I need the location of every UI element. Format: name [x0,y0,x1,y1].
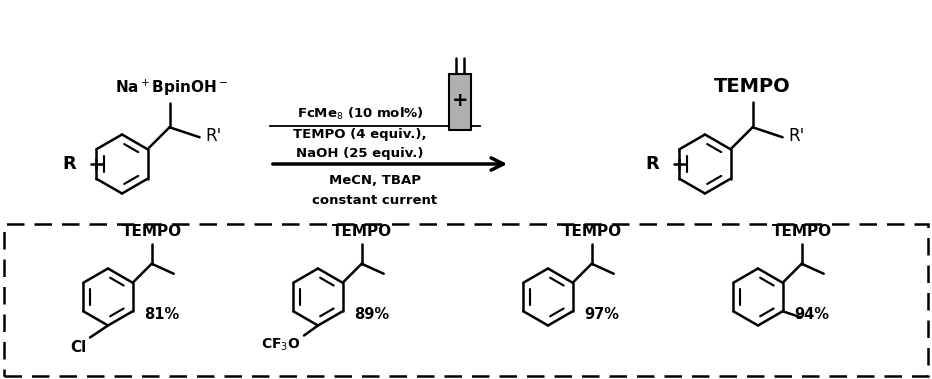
Bar [4,224,928,376]
Text: R: R [646,155,659,173]
Text: 81%: 81% [144,307,180,322]
Text: TEMPO: TEMPO [772,224,831,239]
Text: FcMe$_8$ (10 mol%): FcMe$_8$ (10 mol%) [296,106,423,122]
Text: 89%: 89% [354,307,390,322]
Text: TEMPO: TEMPO [562,224,622,239]
Text: TEMPO: TEMPO [332,224,391,239]
Text: CF$_3$O: CF$_3$O [262,337,301,353]
Text: 97%: 97% [584,307,620,322]
Text: NaOH (25 equiv.): NaOH (25 equiv.) [296,147,424,160]
Text: 94%: 94% [794,307,829,322]
Text: TEMPO: TEMPO [121,224,182,239]
Text: constant current: constant current [312,194,437,207]
Text: Cl: Cl [70,340,86,354]
Bar [449,74,471,130]
Text: Na$^+$BpinOH$^-$: Na$^+$BpinOH$^-$ [115,78,228,98]
Text: R: R [62,155,76,173]
Text: TEMPO: TEMPO [714,77,791,96]
Text: TEMPO (4 equiv.),: TEMPO (4 equiv.), [294,128,427,141]
Text: R': R' [788,127,805,145]
Text: MeCN, TBAP: MeCN, TBAP [329,174,421,187]
Text: +: + [452,91,468,110]
Text: R': R' [206,127,222,145]
